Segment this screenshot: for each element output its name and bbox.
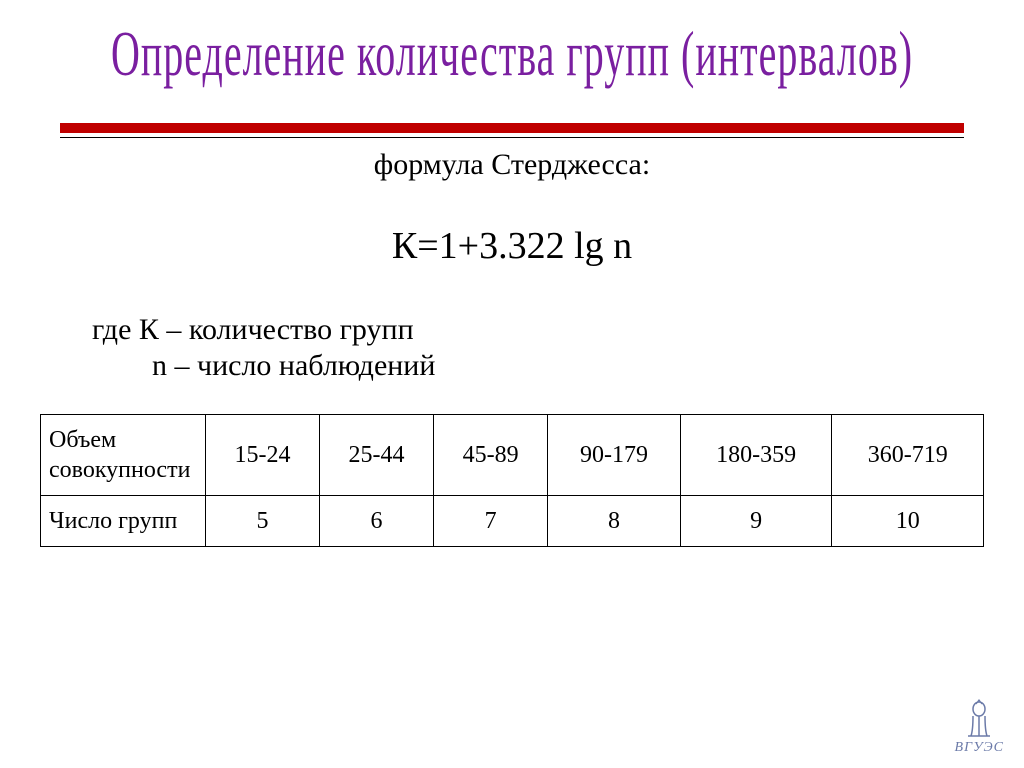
table-cell: 6 xyxy=(320,496,434,547)
row-header-groups: Число групп xyxy=(41,496,206,547)
table-cell: 180-359 xyxy=(680,415,832,496)
title-rule xyxy=(60,123,964,138)
data-table: Объем совокупности 15-24 25-44 45-89 90-… xyxy=(40,414,984,547)
table-cell: 45-89 xyxy=(434,415,548,496)
table-cell: 360-719 xyxy=(832,415,984,496)
title-rule-thick xyxy=(60,123,964,133)
table-cell: 7 xyxy=(434,496,548,547)
row-header-volume: Объем совокупности xyxy=(41,415,206,496)
footer-label: ВГУЭС xyxy=(955,740,1004,756)
university-crest-icon xyxy=(962,696,996,738)
footer-logo: ВГУЭС xyxy=(955,696,1004,756)
table-cell: 25-44 xyxy=(320,415,434,496)
slide-title-text: Определение количества групп (интервалов… xyxy=(111,16,913,91)
table-cell: 5 xyxy=(206,496,320,547)
legend-line-2: n – число наблюдений xyxy=(92,348,1024,384)
table-cell: 15-24 xyxy=(206,415,320,496)
slide-title: Определение количества групп (интервалов… xyxy=(0,0,1024,85)
table-row: Объем совокупности 15-24 25-44 45-89 90-… xyxy=(41,415,984,496)
legend: где К – количество групп n – число наблю… xyxy=(92,312,1024,384)
table-cell: 10 xyxy=(832,496,984,547)
legend-line-1: где К – количество групп xyxy=(92,312,1024,348)
subtitle: формула Стерджесса: xyxy=(0,148,1024,182)
table-row: Число групп 5 6 7 8 9 10 xyxy=(41,496,984,547)
title-rule-thin xyxy=(60,137,964,138)
formula-text: К=1+3.322 lg n xyxy=(392,225,632,267)
formula: К=1+3.322 lg n xyxy=(0,224,1024,268)
subtitle-text: формула Стерджесса: xyxy=(374,148,650,181)
table-cell: 8 xyxy=(548,496,681,547)
table-cell: 9 xyxy=(680,496,832,547)
data-table-wrap: Объем совокупности 15-24 25-44 45-89 90-… xyxy=(40,414,984,547)
table-cell: 90-179 xyxy=(548,415,681,496)
